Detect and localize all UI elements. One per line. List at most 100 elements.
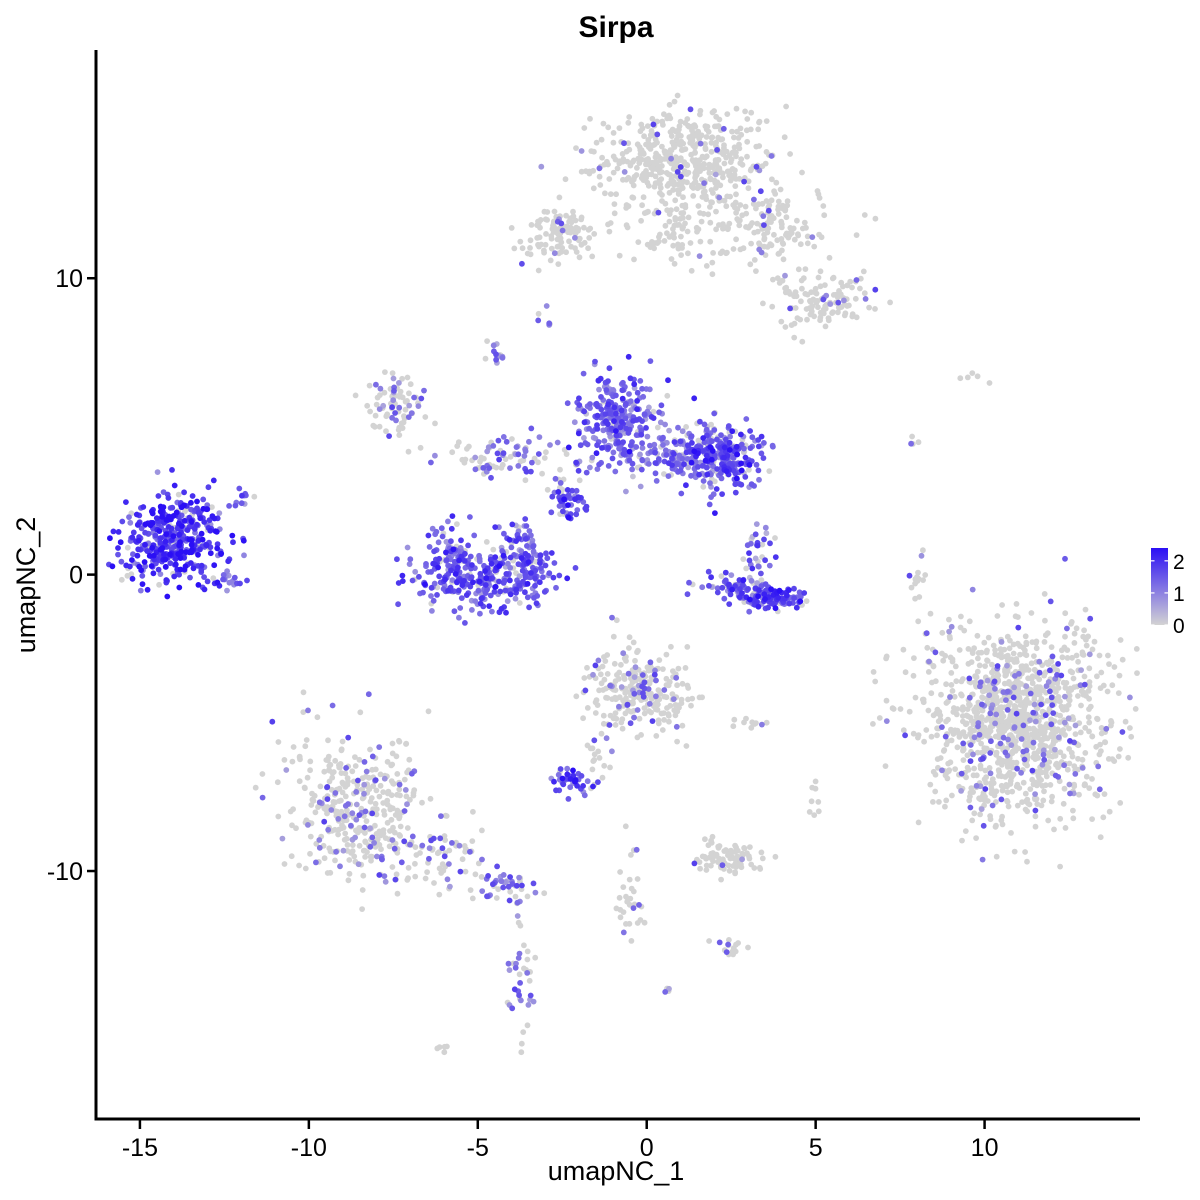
cell-point bbox=[398, 420, 405, 427]
cell-point bbox=[553, 584, 559, 591]
cell-point bbox=[201, 586, 208, 593]
cell-point bbox=[590, 185, 597, 192]
cell-point bbox=[356, 825, 363, 831]
cell-point bbox=[1042, 632, 1049, 639]
cell-point bbox=[581, 435, 587, 441]
cell-point bbox=[638, 156, 644, 163]
cell-point bbox=[514, 899, 521, 906]
cell-point bbox=[630, 639, 637, 646]
cell-point bbox=[619, 395, 626, 402]
cell-point bbox=[791, 334, 798, 341]
cell-point bbox=[631, 674, 638, 680]
cell-point bbox=[142, 529, 149, 536]
cell-point bbox=[509, 521, 516, 528]
cell-point bbox=[467, 848, 473, 855]
cell-point bbox=[482, 568, 488, 574]
cell-point bbox=[498, 878, 505, 885]
cell-point bbox=[983, 717, 989, 723]
cell-point bbox=[738, 431, 744, 438]
cell-point bbox=[621, 169, 628, 175]
cell-point bbox=[721, 595, 728, 602]
cell-point bbox=[953, 678, 960, 685]
cell-point bbox=[959, 707, 966, 713]
cell-point bbox=[711, 410, 718, 417]
cell-point bbox=[979, 749, 985, 756]
cell-point bbox=[966, 675, 973, 682]
cell-point bbox=[991, 692, 998, 699]
cell-point bbox=[808, 798, 815, 805]
cell-point bbox=[1048, 798, 1055, 805]
cell-point bbox=[639, 672, 646, 678]
cell-point bbox=[1004, 657, 1011, 664]
cell-point bbox=[993, 822, 999, 829]
cell-point bbox=[1033, 645, 1040, 652]
cell-point bbox=[1050, 710, 1057, 716]
cell-point bbox=[1032, 823, 1039, 830]
cell-point bbox=[449, 577, 456, 583]
cell-point bbox=[445, 587, 451, 594]
cell-point bbox=[1075, 693, 1081, 699]
cell-point bbox=[1060, 753, 1067, 760]
cell-point bbox=[458, 537, 464, 544]
cell-point bbox=[666, 189, 673, 196]
cell-point bbox=[605, 378, 611, 384]
cell-point bbox=[1104, 688, 1111, 695]
cell-point bbox=[416, 573, 422, 580]
cell-point bbox=[1005, 680, 1012, 687]
cell-point bbox=[651, 245, 657, 252]
cell-point bbox=[708, 139, 715, 146]
cell-point bbox=[658, 402, 665, 409]
cell-point bbox=[205, 484, 212, 491]
cell-point bbox=[753, 521, 760, 527]
cell-point bbox=[732, 842, 738, 849]
cell-point bbox=[1056, 734, 1062, 741]
cell-point bbox=[528, 468, 534, 475]
cell-point bbox=[1065, 688, 1072, 695]
cell-point bbox=[969, 817, 976, 824]
cell-point bbox=[409, 833, 416, 840]
cell-point bbox=[739, 590, 745, 596]
cell-point bbox=[418, 395, 425, 402]
cell-point bbox=[1032, 807, 1039, 814]
cell-point bbox=[1020, 779, 1027, 786]
cell-point bbox=[619, 387, 626, 394]
cell-point bbox=[988, 738, 994, 745]
cell-point bbox=[362, 839, 369, 845]
cell-point bbox=[498, 605, 505, 612]
cell-point bbox=[746, 466, 752, 473]
cell-point bbox=[562, 176, 569, 183]
cell-point bbox=[781, 134, 788, 141]
cell-point bbox=[731, 716, 738, 723]
cell-point bbox=[461, 459, 468, 466]
cell-point bbox=[230, 539, 236, 546]
cell-point bbox=[663, 651, 670, 658]
cell-point bbox=[786, 587, 792, 593]
cell-point bbox=[665, 377, 671, 384]
cell-point bbox=[133, 511, 140, 518]
cell-point bbox=[500, 552, 507, 559]
cell-point bbox=[682, 665, 689, 671]
cell-point bbox=[140, 504, 147, 510]
cell-point bbox=[857, 285, 863, 292]
cell-point bbox=[1072, 731, 1079, 737]
cell-point bbox=[518, 997, 524, 1004]
cell-point bbox=[525, 1002, 532, 1008]
cell-point bbox=[556, 194, 563, 201]
cell-point bbox=[987, 813, 993, 819]
cell-point bbox=[977, 762, 984, 769]
cell-point bbox=[665, 473, 672, 479]
cell-point bbox=[681, 461, 687, 468]
cell-point bbox=[773, 179, 780, 186]
cell-point bbox=[397, 823, 404, 830]
cell-point bbox=[745, 944, 751, 951]
cell-point bbox=[675, 133, 681, 139]
cell-point bbox=[995, 672, 1002, 679]
cell-point bbox=[882, 763, 889, 769]
cell-point bbox=[1054, 667, 1061, 674]
cell-point bbox=[711, 853, 718, 860]
cell-point bbox=[652, 449, 658, 456]
cell-point bbox=[436, 555, 443, 562]
cell-point bbox=[703, 867, 710, 873]
cell-point bbox=[351, 853, 358, 860]
cell-point bbox=[531, 595, 537, 601]
